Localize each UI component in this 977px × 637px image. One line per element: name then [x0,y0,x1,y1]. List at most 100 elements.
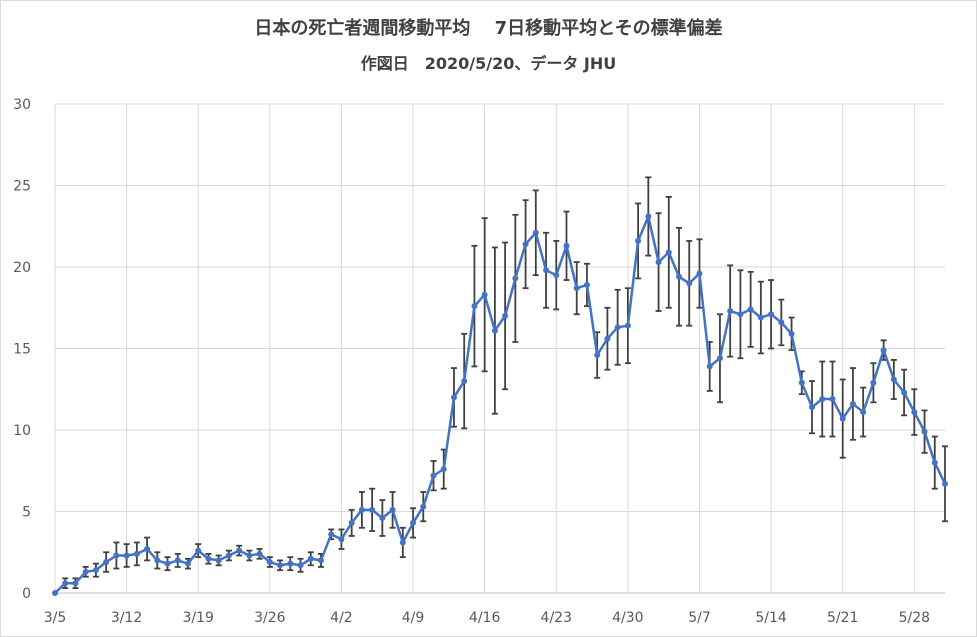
x-tick-label: 4/16 [469,610,501,626]
grid-lines [54,103,945,594]
data-point [942,480,948,487]
data-point [236,547,243,554]
data-point [696,270,703,277]
data-point [92,567,99,574]
data-point [144,545,151,552]
data-point [195,547,202,554]
data-point [921,428,928,435]
data-point [778,319,785,326]
y-tick-label: 10 [13,423,31,439]
chart-title: 日本の死亡者週間移動平均 7日移動平均とその標準偏差 [254,18,723,39]
x-tick-label: 4/23 [541,610,572,626]
error-bars [62,176,948,590]
data-point [52,590,58,596]
data-point [532,229,539,236]
data-point [82,568,89,575]
data-point [133,550,140,557]
data-point [246,552,253,559]
data-point [676,273,683,280]
data-point [471,303,478,310]
series-line [54,215,947,594]
data-point [103,559,110,566]
data-point [379,515,386,522]
data-point [225,552,232,559]
data-point [154,557,161,564]
data-point [174,557,181,564]
data-point [307,555,314,562]
data-point [369,506,376,513]
data-point [358,506,365,513]
y-tick-label: 5 [22,505,31,521]
data-point [583,281,590,288]
data-point [901,389,908,396]
chart-subtitle: 作図日 2020/5/20、データ JHU [360,54,617,73]
data-point [256,550,263,557]
data-point [716,355,723,362]
data-point [287,560,294,567]
data-point [410,519,417,526]
data-point [184,560,191,567]
data-point [62,580,69,587]
data-point [563,242,570,249]
x-tick-label: 5/14 [755,610,787,626]
data-point [399,539,406,546]
x-tick-label: 3/26 [254,610,286,626]
y-tick-label: 30 [13,97,31,113]
data-point [809,404,816,411]
data-point [450,394,457,401]
x-axis-ticks: 3/5 3/12 3/19 3/26 4/2 4/9 4/16 4/23 4/30 5/7 5/14… [44,610,930,626]
x-tick-label: 3/5 [44,610,67,626]
x-tick-label: 4/9 [402,610,425,626]
x-tick-label: 4/30 [612,610,643,626]
data-point [461,378,468,385]
x-tick-label: 5/7 [688,610,711,626]
data-point [747,306,754,313]
data-point [266,559,273,566]
data-point [553,272,560,279]
data-point [614,324,621,331]
data-point [72,580,79,587]
data-point [757,314,764,321]
data-point [348,519,355,526]
data-point [604,335,611,342]
data-point [665,249,672,256]
data-point [430,472,437,479]
data-point [870,379,877,386]
data-point [849,400,856,407]
data-point [594,352,601,359]
data-point [839,415,846,422]
data-point [164,560,171,567]
data-point [317,557,324,564]
data-point [113,552,120,559]
y-tick-label: 0 [22,586,31,602]
x-tick-label: 3/12 [111,610,142,626]
x-tick-label: 4/2 [330,610,353,626]
data-point [706,363,713,370]
data-point [502,312,509,319]
data-point [860,409,867,416]
data-point [911,409,918,416]
series-points [52,213,948,596]
y-tick-label: 20 [13,260,31,276]
y-axis-ticks: 0 5 10 15 20 25 30 [13,97,31,602]
data-point [686,280,693,287]
data-point [829,396,836,403]
data-point [123,552,130,559]
data-point [328,531,335,538]
y-tick-label: 25 [13,179,31,195]
data-point [931,459,938,466]
data-point [737,311,744,318]
data-point [727,308,734,315]
data-point [624,322,631,329]
data-point [491,327,498,334]
data-point [481,291,488,298]
data-point [798,379,805,386]
data-point [389,506,396,513]
data-point [543,267,550,274]
data-point [277,562,284,569]
x-tick-label: 5/21 [827,610,858,626]
data-point [420,503,427,510]
data-point [635,237,642,244]
